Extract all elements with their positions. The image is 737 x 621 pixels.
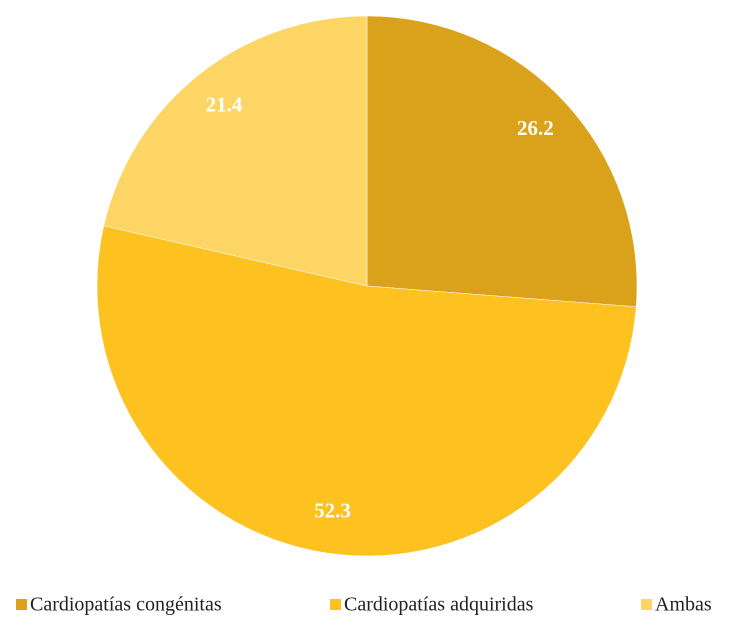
data-label: 52.3 xyxy=(314,499,351,523)
data-label: 26.2 xyxy=(517,116,554,140)
legend-label: Ambas xyxy=(655,594,712,616)
pie-slice xyxy=(96,225,637,557)
data-label: 21.4 xyxy=(206,92,243,116)
pie-slice xyxy=(366,15,638,308)
pie-slice xyxy=(103,15,368,287)
legend-label: Cardiopatías congénitas xyxy=(30,594,222,616)
legend-swatch xyxy=(16,599,27,610)
legend-label: Cardiopatías adquiridas xyxy=(344,594,534,616)
legend-swatch xyxy=(641,599,652,610)
legend-swatch xyxy=(330,599,341,610)
